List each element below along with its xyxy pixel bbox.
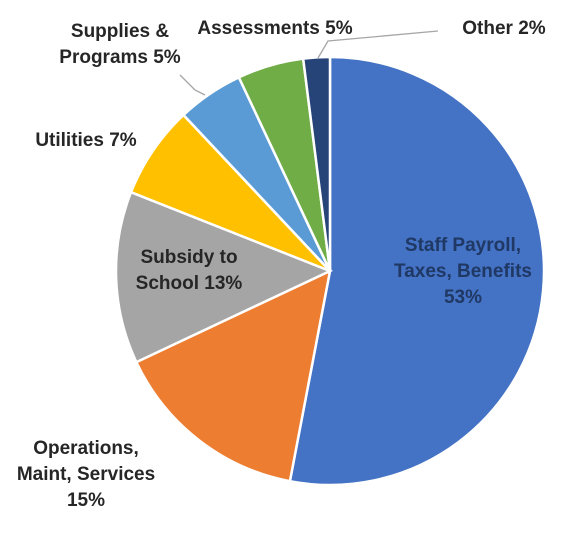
slice-payroll — [288, 55, 546, 487]
leader-line-other — [317, 30, 439, 59]
slice-labels: Staff Payroll, Taxes, Benefits 53% Operatio… — [17, 18, 546, 511]
label-subsidy-line-1: Subsidy to — [140, 247, 237, 268]
label-assessments-line-1: Assessments 5% — [197, 18, 352, 39]
label-payroll-line-3: 53% — [444, 287, 482, 308]
label-other-line-1: Other 2% — [462, 18, 546, 39]
label-subsidy-line-2: School 13% — [136, 273, 243, 294]
slice-subsidy — [114, 190, 334, 364]
leader-line-supplies — [179, 74, 206, 96]
label-payroll-line-2: Taxes, Benefits — [394, 261, 532, 282]
label-supplies: Supplies & Programs 5% — [59, 21, 181, 68]
label-utilities: Utilities 7% — [35, 130, 136, 151]
label-operations-line-3: 15% — [67, 490, 105, 511]
label-operations-line-2: Maint, Services — [17, 464, 155, 485]
label-assessments: Assessments 5% — [197, 18, 352, 39]
label-supplies-line-2: Programs 5% — [59, 47, 181, 68]
leader-lines — [179, 30, 439, 96]
label-payroll-line-1: Staff Payroll, — [405, 235, 521, 256]
label-operations: Operations, Maint, Services 15% — [17, 438, 155, 511]
slice-other — [301, 55, 332, 272]
label-payroll: Staff Payroll, Taxes, Benefits 53% — [394, 235, 532, 308]
label-supplies-line-1: Supplies & — [71, 21, 169, 42]
label-operations-line-1: Operations, — [33, 438, 139, 459]
label-subsidy: Subsidy to School 13% — [136, 247, 243, 294]
slice-operations — [134, 268, 332, 483]
label-utilities-line-1: Utilities 7% — [35, 130, 136, 151]
pie-slices — [114, 55, 546, 487]
label-other: Other 2% — [462, 18, 546, 39]
